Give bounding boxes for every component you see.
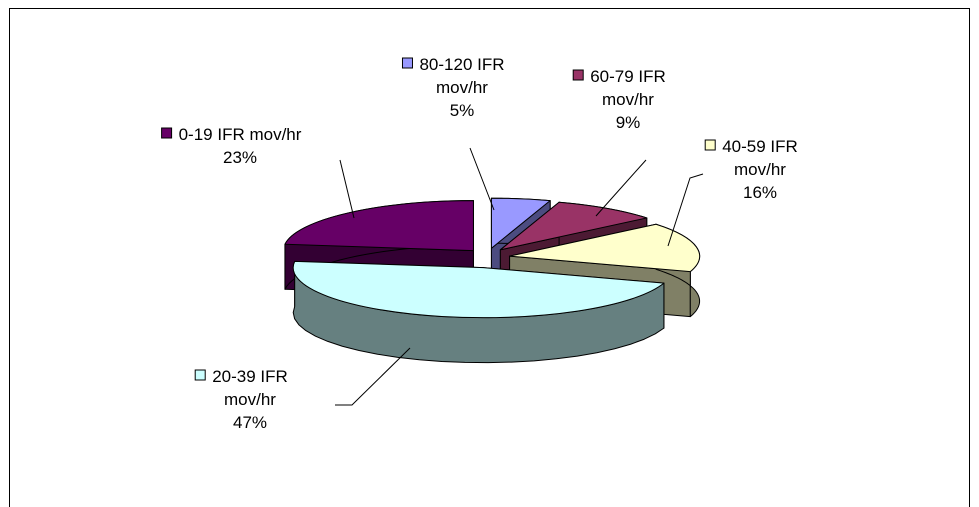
slice-category-label: mov/hr: [602, 90, 654, 109]
slice-label: 20-39 IFR mov/hr 47%: [194, 367, 288, 432]
slice-category-label: 0-19 IFR mov/hr: [179, 125, 302, 144]
leader-line: [469, 147, 495, 211]
slice-percent-label: 47%: [233, 413, 267, 432]
slice-category-label: 20-39 IFR: [212, 367, 288, 386]
slice-label: 80-120 IFR mov/hr 5%: [401, 55, 505, 120]
slice-percent-label: 23%: [223, 148, 257, 167]
pie-slice: [490, 197, 551, 249]
slice-label: 40-59 IFR mov/hr 16%: [704, 137, 798, 202]
legend-swatch-icon: [194, 369, 206, 381]
leader-line: [339, 159, 355, 219]
pie-slice: [509, 223, 701, 273]
leader-line: [667, 173, 704, 247]
legend-swatch-icon: [401, 57, 413, 69]
pie-tops: [284, 197, 701, 319]
pie-slice: [499, 201, 648, 251]
slice-percent-label: 16%: [743, 183, 777, 202]
leader-line: [595, 159, 647, 217]
chart-area: [9, 8, 970, 507]
leader-line: [335, 347, 411, 406]
slice-label: 0-19 IFR mov/hr 23%: [161, 125, 302, 167]
pie-labels: 80-120 IFR mov/hr 5% 60-79 IFR mov/hr 9% 40-59…: [161, 55, 798, 432]
legend-swatch-icon: [572, 69, 584, 81]
slice-category-label: mov/hr: [436, 78, 488, 97]
legend-swatch-icon: [704, 139, 716, 151]
pie-slice: [284, 200, 474, 252]
slice-percent-label: 5%: [450, 101, 475, 120]
slice-percent-label: 9%: [616, 113, 641, 132]
slice-category-label: mov/hr: [734, 160, 786, 179]
pie-slice: [292, 260, 665, 319]
slice-category-label: 60-79 IFR: [590, 67, 666, 86]
slice-label: 60-79 IFR mov/hr 9%: [572, 67, 666, 132]
slice-category-label: 80-120 IFR: [419, 55, 504, 74]
slice-category-label: mov/hr: [224, 390, 276, 409]
slice-category-label: 40-59 IFR: [722, 137, 798, 156]
legend-swatch-icon: [161, 127, 173, 139]
